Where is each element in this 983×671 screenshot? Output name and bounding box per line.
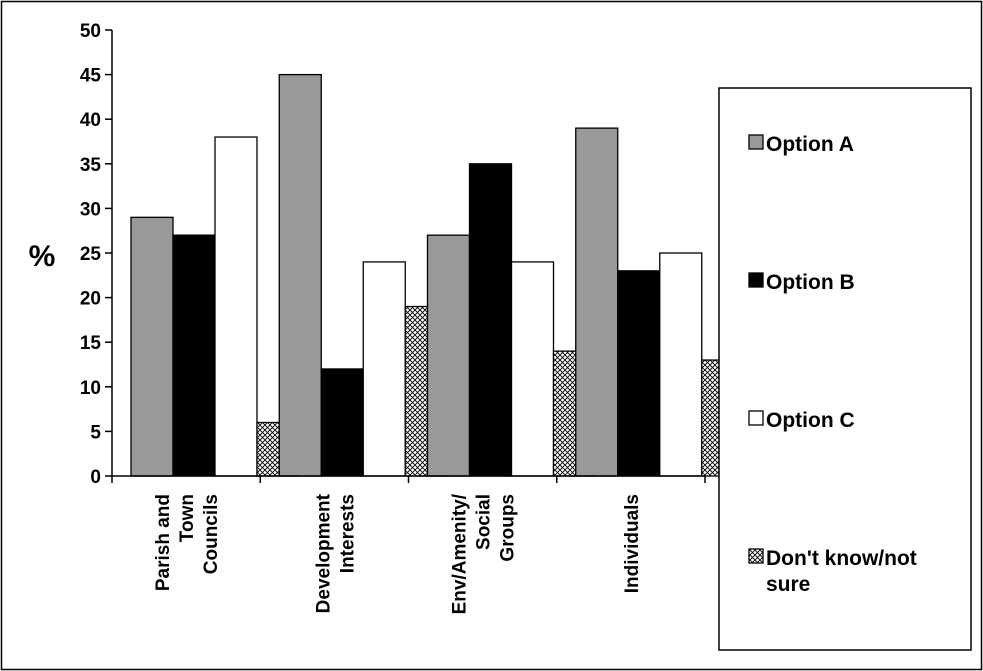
x-category-label: Parish and Town Councils	[153, 494, 222, 591]
bar-option-a-cat0	[130, 216, 174, 477]
legend-label: Option C	[766, 409, 855, 432]
bar-option-a-cat1	[278, 73, 322, 477]
y-tick-label: 15	[80, 333, 102, 354]
legend-label: Don't know/not	[766, 547, 917, 570]
legend-label: Option B	[766, 271, 855, 294]
legend-swatch-option-a	[748, 134, 764, 150]
bar-option-b-cat0	[172, 234, 216, 477]
x-category-label: Env/Amenity/Social Groups	[450, 493, 519, 614]
bar-option-c-cat1	[362, 261, 406, 477]
y-axis-label: %	[29, 240, 56, 273]
x-category-label: Individuals	[622, 494, 643, 593]
legend-swatch-option-b	[748, 272, 764, 288]
bar-option-a-cat3	[575, 127, 619, 477]
x-category-label-line: Groups	[498, 494, 519, 562]
y-tick-label: 20	[80, 289, 101, 310]
y-tick-label: 50	[80, 21, 101, 42]
y-tick-label: 0	[90, 467, 101, 488]
x-category-label-line: Social	[474, 494, 495, 550]
x-category-label-line: Parish and	[153, 494, 174, 591]
x-category-label-line: Town	[177, 494, 198, 542]
legend-swatch-don-t-know-not-sure	[748, 548, 764, 564]
x-category-label-line: Councils	[201, 494, 222, 574]
x-category-label-line: Env/Amenity/	[450, 493, 471, 614]
y-tick-label: 25	[80, 244, 102, 265]
bar-option-c-cat0	[214, 136, 258, 477]
bar-option-b-cat3	[617, 270, 661, 477]
legend-label: Option A	[766, 133, 854, 156]
bar-option-b-cat1	[320, 368, 364, 477]
x-category-label-line: Development	[313, 493, 334, 613]
bar-option-b-cat2	[468, 163, 513, 477]
bar-option-a-cat2	[426, 234, 471, 477]
y-tick-label: 45	[80, 66, 102, 87]
legend-swatch-option-c	[748, 410, 764, 426]
legend-label: sure	[766, 573, 810, 596]
bar-option-c-cat2	[510, 261, 555, 477]
y-tick-label: 5	[90, 422, 101, 443]
y-tick-label: 10	[80, 378, 101, 399]
y-tick-label: 40	[80, 110, 101, 131]
y-tick-label: 35	[80, 155, 102, 176]
x-category-label: Development Interests	[313, 493, 358, 613]
x-category-label-line: Interests	[337, 494, 358, 573]
y-tick-label: 30	[80, 199, 101, 220]
x-category-label-line: Individuals	[622, 494, 643, 593]
bar-option-c-cat3	[659, 252, 703, 477]
